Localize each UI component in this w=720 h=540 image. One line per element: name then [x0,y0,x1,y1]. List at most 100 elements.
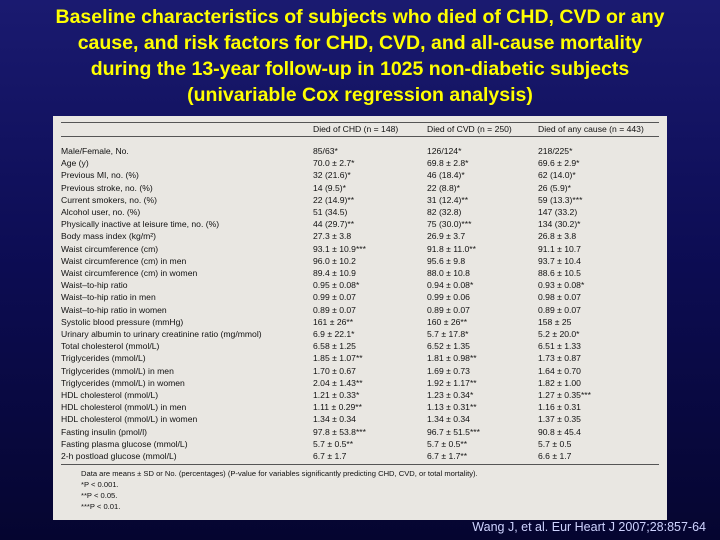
row-any-cause: 5.2 ± 20.0* [538,329,580,339]
row-label: Current smokers, no. (%) [61,194,157,205]
table-row: Body mass index (kg/m²) 27.3 ± 3.8 26.9 ± … [53,231,667,241]
row-cvd: 69.8 ± 2.8* [427,158,469,169]
table-row: Waist–to-hip ratio in men 0.99 ± 0.07 0.99… [53,292,667,302]
row-chd: 44 (29.7)** [313,219,355,230]
table-row: Waist circumference (cm) 93.1 ± 10.9*** 91… [53,244,667,254]
row-any-cause: 26.8 ± 3.8 [538,231,577,242]
table-header-rule [61,136,659,137]
row-chd: 1.11 ± 0.29** [313,402,362,413]
row-any-cause: 6.51 ± 1.33 [538,341,581,352]
row-cvd: 0.89 ± 0.07 [427,304,470,315]
table-row: Systolic blood pressure (mmHg) 161 ± 26**… [53,317,667,327]
row-label: Fasting plasma glucose (mmol/L) [61,438,188,449]
row-chd: 0.95 ± 0.08* [313,280,360,291]
row-label: Male/Female, No. [61,146,129,156]
row-chd: 96.0 ± 10.2 [313,255,356,266]
table-row: Triglycerides (mmol/L) in women 2.04 ± 1.… [53,378,667,388]
row-label: Waist–to-hip ratio in women [61,304,167,315]
footnote-data: Data are means ± SD or No. (percentages)… [81,469,478,478]
footnote-p001: *P < 0.001. [81,480,119,489]
row-label: HDL cholesterol (mmol/L) in women [61,414,198,425]
row-cvd: 88.0 ± 10.8 [427,268,470,278]
table-row: HDL cholesterol (mmol/L) 1.21 ± 0.33* 1.23… [53,390,667,400]
row-chd: 14 (9.5)* [313,182,346,193]
row-chd: 6.58 ± 1.25 [313,341,356,352]
table-row: Triglycerides (mmol/L) in men 1.70 ± 0.67… [53,366,667,376]
row-chd: 32 (21.6)* [313,170,351,181]
title-line-2: cause, and risk factors for CHD, CVD, an… [77,32,643,54]
row-chd: 1.70 ± 0.67 [313,365,356,376]
row-cvd: 160 ± 26** [427,316,468,327]
header-cvd: Died of CVD (n = 250) [427,124,512,134]
row-label: Waist circumference (cm) [61,243,159,254]
row-cvd: 1.92 ± 1.17** [427,377,477,388]
row-chd: 51 (34.5) [313,207,348,217]
row-chd: 5.7 ± 0.5** [313,438,354,449]
table-row: Previous stroke, no. (%) 14 (9.5)* 22 (8.8… [53,183,667,193]
row-chd: 89.4 ± 10.9 [313,268,356,278]
row-any-cause: 6.6 ± 1.7 [538,451,572,461]
row-label: Waist circumference (cm) in women [61,268,198,278]
row-any-cause: 1.73 ± 0.87 [538,353,581,364]
row-chd: 70.0 ± 2.7* [313,158,355,169]
row-cvd: 46 (18.4)* [427,170,465,181]
row-cvd: 6.52 ± 1.35 [427,341,470,352]
row-cvd: 1.34 ± 0.34 [427,414,470,425]
row-cvd: 31 (12.4)** [427,194,469,205]
row-chd: 161 ± 26** [313,316,354,327]
row-cvd: 1.23 ± 0.34* [427,390,474,400]
table-row: Physically inactive at leisure time, no.… [53,219,667,229]
table-panel: Died of CHD (n = 148) Died of CVD (n = 2… [53,116,667,520]
table-row: Waist–to-hip ratio in women 0.89 ± 0.07 0.… [53,305,667,315]
row-chd: 22 (14.9)** [313,194,355,205]
row-chd: 1.34 ± 0.34 [313,414,356,425]
table-row: Male/Female, No. 85/63* 126/124* 218/225* [53,146,667,156]
title-line-1: Baseline characteristics of subjects who… [55,6,665,28]
citation: Wang J, et al. Eur Heart J 2007;28:857-6… [472,520,706,534]
row-any-cause: 93.7 ± 10.4 [538,255,581,266]
row-cvd: 1.13 ± 0.31** [427,402,477,413]
row-cvd: 82 (32.8) [427,207,462,217]
row-any-cause: 1.27 ± 0.35*** [538,390,591,400]
header-chd: Died of CHD (n = 148) [313,124,399,134]
table-row: Total cholesterol (mmol/L) 6.58 ± 1.25 6.5… [53,341,667,351]
row-label: Fasting insulin (pmol/l) [61,426,147,437]
row-any-cause: 69.6 ± 2.9* [538,158,580,169]
row-chd: 6.9 ± 22.1* [313,329,355,339]
row-label: Waist–to-hip ratio [61,280,128,291]
title-line-3: during the 13-year follow-up in 1025 non… [90,58,630,80]
row-cvd: 5.7 ± 17.8* [427,329,469,339]
table-row: Waist–to-hip ratio 0.95 ± 0.08* 0.94 ± 0.0… [53,280,667,290]
row-label: Triglycerides (mmol/L) in men [61,365,174,376]
table-row: Urinary albumin to urinary creatinine ra… [53,329,667,339]
row-cvd: 1.69 ± 0.73 [427,365,470,376]
table-row: Age (y) 70.0 ± 2.7* 69.8 ± 2.8* 69.6 ± 2.9* [53,158,667,168]
table-row: Fasting plasma glucose (mmol/L) 5.7 ± 0.5… [53,439,667,449]
table-top-rule [61,122,659,123]
row-cvd: 75 (30.0)*** [427,219,472,230]
table-row: Alcohol user, no. (%) 51 (34.5) 82 (32.8) 1… [53,207,667,217]
row-chd: 2.04 ± 1.43** [313,377,363,388]
row-label: Body mass index (kg/m²) [61,231,157,242]
table-header-row: Died of CHD (n = 148) Died of CVD (n = 2… [53,124,667,134]
title-line-4: (univariable Cox regression analysis) [187,84,533,106]
row-any-cause: 5.7 ± 0.5 [538,438,572,449]
row-any-cause: 0.93 ± 0.08* [538,280,585,291]
row-label: HDL cholesterol (mmol/L) in men [61,402,187,413]
row-any-cause: 26 (5.9)* [538,182,571,193]
row-label: Total cholesterol (mmol/L) [61,341,160,352]
row-label: Urinary albumin to urinary creatinine ra… [61,329,262,339]
table-bottom-rule [61,464,659,465]
row-cvd: 96.7 ± 51.5*** [427,426,480,437]
footnote-p01: ***P < 0.01. [81,502,121,511]
table-row: 2-h postload glucose (mmol/L) 6.7 ± 1.7 6.… [53,451,667,461]
row-label: Waist circumference (cm) in men [61,255,187,266]
row-any-cause: 1.16 ± 0.31 [538,402,581,413]
row-chd: 93.1 ± 10.9*** [313,243,366,254]
row-chd: 97.8 ± 53.8*** [313,426,366,437]
row-any-cause: 218/225* [538,146,573,156]
row-any-cause: 59 (13.3)*** [538,194,583,205]
row-chd: 0.89 ± 0.07 [313,304,356,315]
row-chd: 1.85 ± 1.07** [313,353,363,364]
table-row: Waist circumference (cm) in men 96.0 ± 10… [53,256,667,266]
